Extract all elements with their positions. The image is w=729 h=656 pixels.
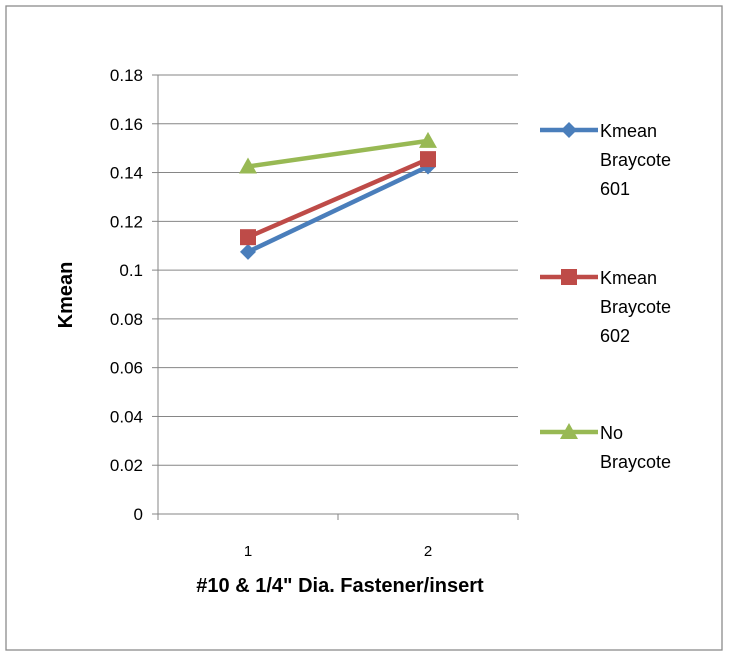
legend-marker (560, 423, 578, 439)
x-tick-label: 1 (244, 543, 252, 560)
legend-item: Kmean Braycote 602 (540, 268, 671, 346)
legend-item: No Braycote (540, 423, 671, 472)
legend-label: Braycote (600, 452, 671, 472)
series-line (247, 138, 429, 169)
y-tick-label: 0.18 (110, 66, 143, 85)
legend-label: Kmean (600, 268, 657, 288)
y-tick-label: 0.06 (110, 359, 143, 378)
series-lines (239, 131, 437, 260)
y-tick-label: 0.14 (110, 164, 143, 183)
legend-label: No (600, 423, 623, 443)
legend-marker (561, 122, 577, 138)
y-tick-label: 0.04 (110, 407, 143, 426)
legend-marker (561, 269, 577, 285)
data-point (240, 243, 256, 260)
y-tick-label: 0 (134, 505, 143, 524)
series-2 (240, 151, 436, 246)
y-tick-labels: 0 0.02 0.04 0.06 0.08 0.1 0.12 0.14 0.16 0.18 (110, 66, 143, 524)
legend-label: Braycote (600, 297, 671, 317)
data-point (239, 157, 257, 174)
y-tick-label: 0.1 (119, 261, 143, 280)
chart-border (5, 5, 723, 651)
x-axis-title: #10 & 1/4" Dia. Fastener/insert (196, 575, 484, 597)
data-point (240, 229, 256, 246)
gridlines (152, 74, 519, 520)
y-axis-title: Kmean (55, 262, 77, 329)
y-tick-label: 0.02 (110, 456, 143, 475)
legend: Kmean Braycote 601 Kmean Braycote 602 No Brayco… (540, 121, 671, 472)
data-point (419, 131, 437, 148)
series-line (247, 164, 429, 254)
y-tick-label: 0.16 (110, 115, 143, 134)
legend-label: 602 (600, 326, 630, 346)
legend-item: Kmean Braycote 601 (540, 121, 671, 199)
data-point (420, 151, 436, 168)
y-tick-label: 0.12 (110, 212, 143, 231)
series-3 (239, 131, 437, 174)
x-tick-label: 2 (424, 543, 432, 560)
legend-label: Kmean (600, 121, 657, 141)
y-tick-label: 0.08 (110, 310, 143, 329)
series-line (247, 157, 429, 240)
legend-label: 601 (600, 179, 630, 199)
legend-label: Braycote (600, 150, 671, 170)
